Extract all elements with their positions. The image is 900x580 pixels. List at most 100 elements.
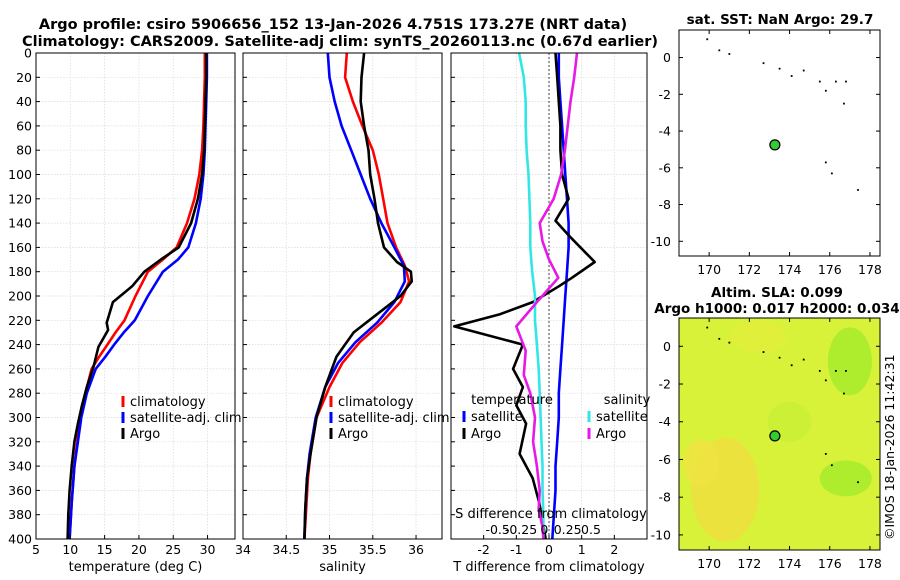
sst-map-ytick-label: -8 (659, 197, 672, 212)
sst-map-xtick-label: 174 (778, 262, 802, 277)
difference-x2tick-label: 0.5 (581, 522, 601, 537)
sla-map-ytick-label: -4 (659, 414, 672, 429)
temperature-panel: 5 10 15 20 25 30 temperature (deg C) 0 20 40 60 80 1… (8, 46, 241, 576)
sst-map-island-dot (718, 49, 721, 52)
temperature-xlabel: temperature (deg C) (69, 560, 203, 575)
difference-series-t-satellite (551, 53, 570, 540)
sla-map-island-dot (824, 379, 827, 382)
sla-map-panel: 170 172 174 176 178 0 -2 -4 -6 -8 -10 Altim. SLA: 0… (651, 285, 900, 571)
difference-x2tick-label: 0.25 (554, 522, 582, 537)
sst-map-island-dot (818, 80, 821, 83)
temperature-ytick-label: 220 (8, 313, 32, 328)
sst-map-axes-frame (678, 29, 881, 257)
difference-legend-t-argo-label: Argo (471, 427, 501, 442)
sla-map-xtick-label: 174 (778, 556, 802, 571)
sst-map-island-dot (728, 53, 731, 55)
sla-map-island-dot (778, 356, 781, 359)
salinity-xtick-label: 35 (322, 542, 338, 557)
sst-map-island-dot (843, 102, 845, 105)
temperature-ytick-label: 40 (16, 94, 32, 109)
temperature-legend-2-label: Argo (130, 427, 160, 442)
difference-xtick-label: -1 (510, 542, 522, 557)
salinity-xtick-label: 34 (235, 542, 251, 557)
temperature-ytick-label: 140 (8, 216, 32, 231)
temperature-ytick-label: 120 (8, 191, 32, 206)
sla-map-title-line1: Altim. SLA: 0.099 (711, 285, 843, 301)
sla-map-island-dot (830, 464, 833, 467)
sla-map-island-dot (818, 370, 821, 372)
sla-map-island-dot (843, 392, 845, 395)
sst-map-island-dot (830, 172, 833, 175)
temperature-ytick-label: 320 (8, 434, 32, 449)
salinity-xtick-label: 35.5 (359, 542, 387, 557)
sst-map-title: sat. SST: NaN Argo: 29.7 (687, 12, 874, 28)
difference-legend-t-sat-label: satellite (471, 410, 523, 425)
sst-map-xtick-label: 170 (697, 262, 721, 277)
temperature-xtick-label: 15 (97, 542, 113, 557)
sla-map-xtick-label: 172 (737, 556, 761, 571)
sst-map-ytick-label: -6 (659, 160, 672, 175)
sst-map-ytick-label: -4 (659, 124, 672, 139)
temperature-ytick-label: 80 (16, 143, 32, 158)
sla-map-island-dot (790, 364, 793, 367)
sla-map-xtick-label: 176 (818, 556, 842, 571)
sla-mid-patch (731, 320, 788, 353)
temperature-ytick-label: 0 (24, 46, 32, 61)
figure-title-line2: Climatology: CARS2009. Satellite-adj cli… (22, 34, 658, 50)
temperature-ytick-label: 260 (8, 361, 32, 376)
sst-map-xtick-label: 172 (737, 262, 761, 277)
sla-map-argo-marker (769, 430, 781, 442)
sst-map-island-dot (802, 69, 805, 72)
temperature-xtick-label: 20 (131, 542, 147, 557)
temperature-ytick-label: 400 (8, 532, 32, 547)
sst-map-ytick-label: 0 (663, 50, 671, 65)
difference-xtick-label: 2 (610, 542, 618, 557)
sla-warm-patch (683, 439, 720, 488)
sla-map-xtick-label: 170 (697, 556, 721, 571)
difference-x2label: S difference from climatology (455, 507, 647, 522)
sst-map-island-dot (790, 75, 793, 77)
difference-x2tick-label: 0 (540, 522, 548, 537)
difference-legend-salinity-title: salinity (604, 393, 651, 408)
sla-map-axes-frame (678, 317, 881, 551)
temperature-ytick-label: 200 (8, 289, 32, 304)
temperature-ytick-label: 100 (8, 167, 32, 182)
sla-map-ytick-label: -6 (659, 452, 672, 467)
difference-xtick-label: -2 (477, 542, 489, 557)
difference-legend-s-sat-label: satellite (596, 410, 648, 425)
sla-map-ytick-label: -10 (651, 527, 671, 542)
sst-map-island-dot (824, 161, 827, 164)
sst-map-xtick-label: 176 (818, 262, 842, 277)
sst-map-ytick-label: -2 (659, 87, 671, 102)
temperature-ytick-label: 240 (8, 337, 32, 352)
temperature-ytick-label: 60 (16, 118, 32, 133)
difference-series-t-argo (452, 52, 597, 540)
salinity-panel: 34 34.5 35 35.5 36 salinity climatologysatelli… (235, 52, 450, 575)
temperature-ytick-label: 160 (8, 240, 32, 255)
sla-low-patch (827, 327, 872, 396)
temperature-ytick-label: 380 (8, 507, 32, 522)
temperature-ytick-label: 280 (8, 386, 32, 401)
temperature-ytick-label: 300 (8, 410, 32, 425)
difference-panel: -2 -1 0 1 2 T difference from climatology S di… (450, 52, 651, 575)
sla-map-title-line2: Argo h1000: 0.017 h2000: 0.034 (654, 301, 899, 317)
sla-map-island-dot (728, 341, 731, 344)
sla-map-island-dot (706, 326, 709, 329)
sst-map-island-dot (824, 89, 827, 92)
sla-map-island-dot (802, 358, 805, 361)
sla-low-patch (819, 460, 872, 497)
salinity-xtick-label: 36 (408, 542, 424, 557)
sst-map-panel: 170 172 174 176 178 0 -2 -4 -6 -8 -10 sat. SST: NaN… (651, 12, 882, 277)
salinity-legend-2-label: Argo (338, 427, 368, 442)
sst-map-island-dot (706, 38, 709, 41)
temperature-xtick-label: 10 (62, 542, 78, 557)
sla-map-island-dot (824, 453, 827, 455)
difference-xtick-label: 1 (578, 542, 586, 557)
sst-map-island-dot (834, 80, 837, 83)
sst-map-island-dot (845, 80, 847, 83)
difference-x2tick-label: -0.5 (485, 522, 509, 537)
sst-map-island-dot (778, 67, 781, 70)
temperature-ytick-label: 180 (8, 264, 32, 279)
sla-map-island-dot (845, 370, 847, 372)
